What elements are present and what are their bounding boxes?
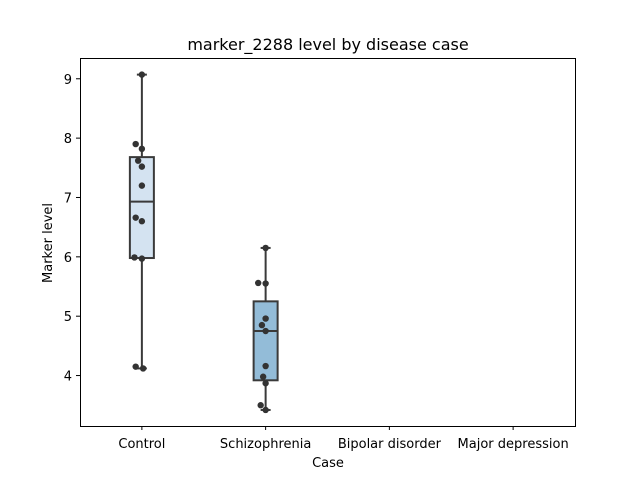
data-point-schizophrenia <box>257 402 264 409</box>
data-point-schizophrenia <box>262 406 269 414</box>
data-point-control <box>138 182 146 189</box>
x-axis: Control Schizophrenia Bipolar disorder Majo… <box>118 426 569 452</box>
y-tick-label: 6 <box>64 251 72 266</box>
x-axis-title: Case <box>312 456 344 471</box>
data-point-schizophrenia <box>255 279 262 287</box>
data-point-control <box>132 214 139 221</box>
chart-title: marker_2288 level by disease case <box>187 35 468 55</box>
data-point-control <box>138 145 146 153</box>
x-tick-label: Bipolar disorder <box>338 437 442 452</box>
y-tick-label: 4 <box>64 370 72 385</box>
plot-area <box>128 71 279 414</box>
data-point-schizophrenia <box>262 244 269 252</box>
box-control <box>128 156 155 260</box>
data-point-control <box>131 254 138 261</box>
data-point-control <box>132 363 139 370</box>
data-point-schizophrenia <box>262 380 269 387</box>
y-tick-label: 7 <box>64 191 72 206</box>
data-point-control <box>134 157 142 164</box>
y-tick-label: 8 <box>64 132 72 147</box>
data-point-schizophrenia <box>262 327 269 335</box>
data-point-schizophrenia <box>259 373 267 380</box>
data-point-control <box>132 140 139 148</box>
data-point-schizophrenia <box>262 362 269 370</box>
data-point-schizophrenia <box>262 315 269 322</box>
data-point-control <box>138 163 146 170</box>
data-point-schizophrenia <box>262 280 269 287</box>
data-point-control <box>138 218 146 225</box>
data-point-control <box>138 255 146 262</box>
y-tick-label: 5 <box>64 310 72 325</box>
y-tick-label: 9 <box>64 73 72 88</box>
x-tick-label: Control <box>118 437 165 452</box>
x-tick-label: Major depression <box>458 437 569 452</box>
y-axis: 4 5 6 7 8 9 <box>64 73 80 385</box>
data-point-control <box>138 71 146 78</box>
x-tick-label: Schizophrenia <box>220 437 311 452</box>
data-point-control <box>139 365 147 372</box>
y-axis-title: Marker level <box>41 203 56 283</box>
data-point-schizophrenia <box>258 321 266 329</box>
plot-frame <box>80 58 576 427</box>
